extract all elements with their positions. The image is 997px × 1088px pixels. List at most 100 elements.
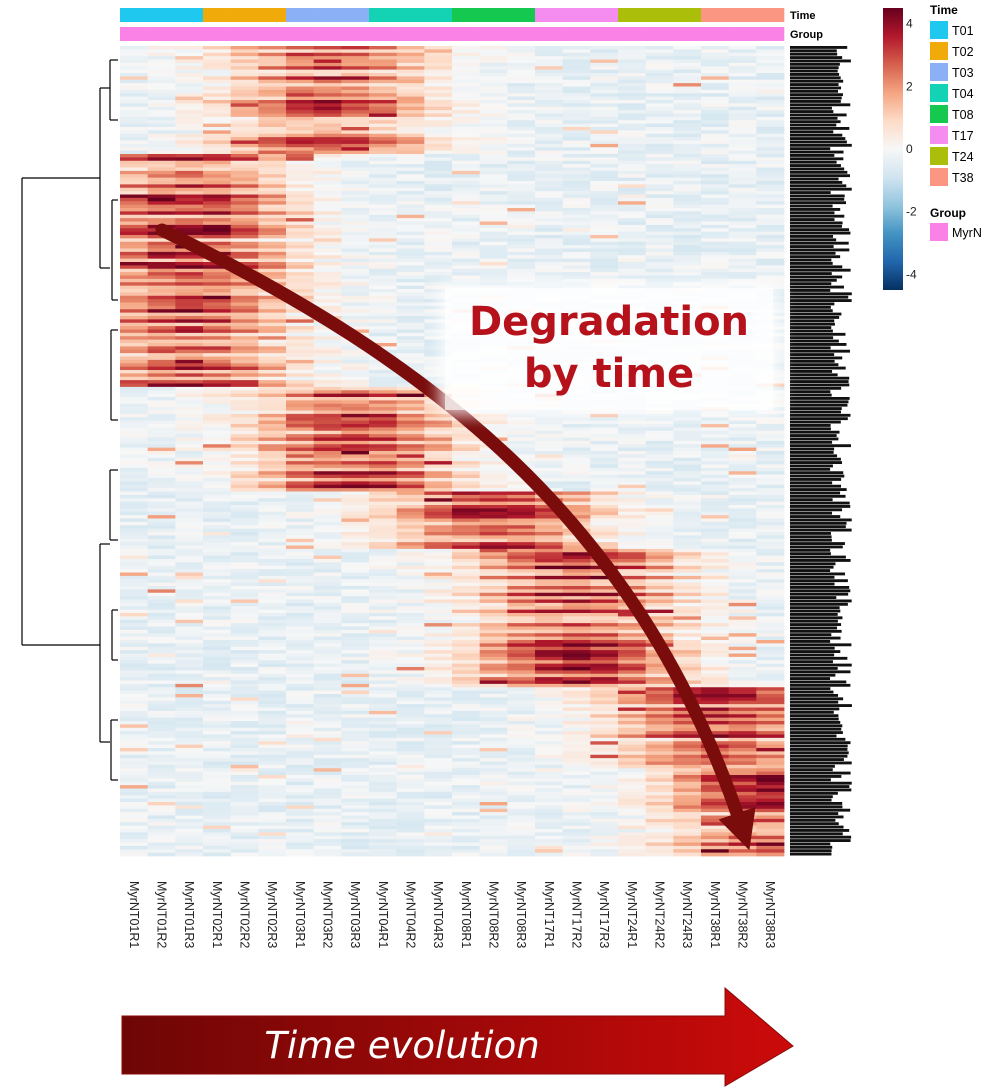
heatmap-cell — [645, 140, 674, 145]
heatmap-cell — [313, 467, 342, 472]
heatmap-cell — [341, 663, 370, 668]
heatmap-row — [120, 143, 785, 148]
heatmap-cell — [313, 602, 342, 607]
heatmap-cell — [590, 636, 619, 641]
heatmap-cell — [286, 49, 315, 54]
heatmap-cell — [756, 164, 785, 168]
heatmap-cell — [120, 572, 149, 577]
heatmap-cell — [479, 508, 508, 513]
heatmap-cell — [286, 386, 315, 391]
heatmap-cell — [286, 127, 315, 131]
heatmap-cell — [369, 461, 398, 465]
heatmap-cell — [341, 633, 370, 638]
heatmap-row — [120, 191, 785, 195]
heatmap-cell — [147, 498, 176, 503]
heatmap-cell — [341, 221, 370, 226]
heatmap-cell — [341, 359, 370, 364]
heatmap-cell — [479, 545, 508, 550]
heatmap-row — [120, 417, 785, 422]
heatmap-cell — [479, 224, 508, 229]
heatmap-cell — [452, 204, 481, 209]
heatmap-cell — [147, 316, 176, 320]
heatmap-cell — [313, 238, 342, 243]
heatmap-cell — [175, 170, 204, 175]
heatmap-cell — [590, 518, 619, 523]
heatmap-cell — [369, 548, 398, 553]
heatmap-row — [120, 255, 785, 260]
heatmap-cell — [479, 562, 508, 567]
heatmap-cell — [728, 201, 757, 206]
heatmap-cell — [286, 521, 315, 526]
heatmap-cell — [203, 646, 232, 651]
heatmap-cell — [313, 579, 342, 584]
heatmap-cell — [618, 653, 647, 658]
heatmap-cell — [479, 62, 508, 67]
heatmap-cell — [396, 52, 425, 57]
heatmap-cell — [369, 508, 398, 513]
heatmap-cell — [258, 673, 287, 678]
heatmap-cell — [424, 62, 453, 67]
heatmap-cell — [286, 373, 315, 378]
heatmap-cell — [507, 251, 536, 256]
heatmap-cell — [756, 515, 785, 519]
heatmap-cell — [701, 52, 730, 57]
heatmap-cell — [147, 103, 176, 108]
heatmap-cell — [230, 59, 259, 64]
heatmap-cell — [175, 46, 204, 50]
heatmap-cell — [369, 52, 398, 57]
heatmap-cell — [756, 285, 785, 290]
heatmap-cell — [479, 282, 508, 287]
heatmap-cell — [175, 370, 204, 374]
heatmap-cell — [258, 467, 287, 472]
heatmap-cell — [590, 218, 619, 222]
heatmap-cell — [562, 187, 591, 192]
heatmap-cell — [701, 461, 730, 465]
heatmap-cell — [341, 258, 370, 263]
heatmap-cell — [535, 481, 564, 486]
heatmap-cell — [203, 478, 232, 482]
heatmap-cell — [590, 619, 619, 624]
heatmap-row — [120, 157, 785, 162]
heatmap-cell — [369, 403, 398, 408]
heatmap-cell — [341, 437, 370, 442]
heatmap-cell — [341, 255, 370, 260]
heatmap-cell — [230, 663, 259, 668]
heatmap-cell — [396, 447, 425, 452]
heatmap-cell — [396, 262, 425, 266]
heatmap-cell — [286, 211, 315, 216]
heatmap-cell — [313, 268, 342, 273]
heatmap-cell — [701, 683, 730, 688]
heatmap-cell — [147, 673, 176, 678]
heatmap-cell — [258, 326, 287, 330]
heatmap-cell — [535, 238, 564, 243]
heatmap-cell — [673, 76, 702, 81]
heatmap-cell — [424, 417, 453, 422]
heatmap-cell — [645, 211, 674, 216]
heatmap-row — [120, 167, 785, 172]
heatmap-cell — [645, 687, 674, 692]
heatmap-cell — [562, 255, 591, 260]
heatmap-cell — [286, 231, 315, 236]
heatmap-cell — [120, 167, 149, 172]
heatmap-cell — [369, 444, 398, 449]
heatmap-cell — [369, 194, 398, 199]
heatmap-cell — [424, 46, 453, 50]
heatmap-cell — [258, 86, 287, 91]
heatmap-cell — [396, 238, 425, 243]
heatmap-cell — [424, 579, 453, 584]
heatmap-cell — [396, 484, 425, 489]
heatmap-cell — [728, 157, 757, 162]
heatmap-cell — [535, 83, 564, 87]
heatmap-cell — [286, 451, 315, 455]
heatmap-cell — [562, 167, 591, 172]
heatmap-cell — [286, 508, 315, 513]
heatmap-cell — [396, 464, 425, 469]
heatmap-cell — [258, 76, 287, 81]
heatmap-cell — [424, 667, 453, 671]
heatmap-cell — [645, 262, 674, 266]
heatmap-row — [120, 430, 785, 435]
heatmap-cell — [452, 451, 481, 455]
heatmap-cell — [479, 451, 508, 455]
heatmap-cell — [175, 430, 204, 435]
heatmap-cell — [728, 447, 757, 452]
